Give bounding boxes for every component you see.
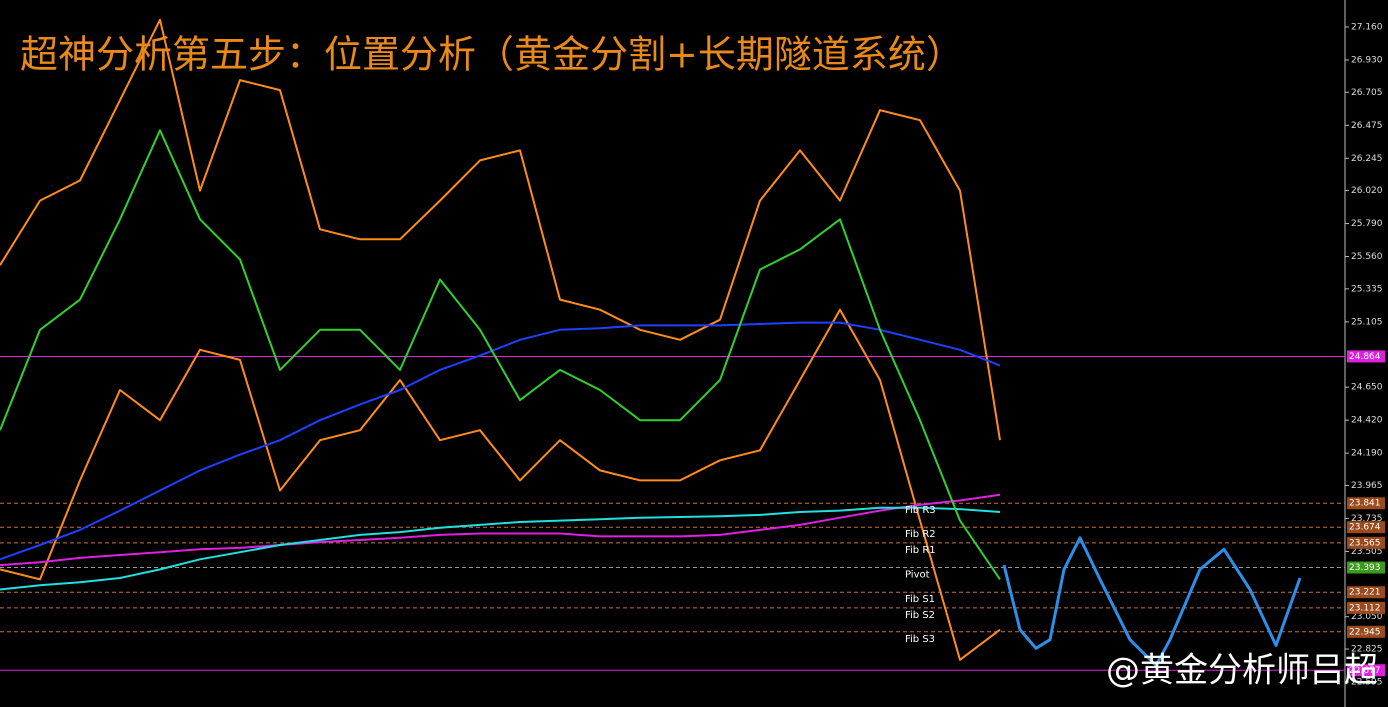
fib-label: Fib R2 bbox=[905, 529, 936, 540]
price-tag-label: 23.393 bbox=[1349, 563, 1381, 573]
series-line bbox=[0, 129, 1001, 580]
y-tick-label: 22.825 bbox=[1351, 645, 1383, 655]
y-tick-label: 23.735 bbox=[1351, 514, 1383, 524]
series-line bbox=[1002, 536, 1302, 667]
y-tick-label: 24.190 bbox=[1351, 449, 1383, 459]
y-tick-label: 25.105 bbox=[1351, 317, 1383, 327]
y-tick-label: 26.705 bbox=[1351, 88, 1383, 98]
price-tag bbox=[1347, 586, 1385, 599]
price-tag-label: 23.841 bbox=[1349, 499, 1381, 509]
price-tag-label: 23.112 bbox=[1349, 603, 1381, 613]
price-tag bbox=[1347, 497, 1385, 510]
y-tick-label: 25.560 bbox=[1351, 252, 1383, 262]
y-tick-label: 23.050 bbox=[1351, 612, 1383, 622]
y-tick-label: 24.650 bbox=[1351, 383, 1383, 393]
price-tag-label: 22.677 bbox=[1349, 666, 1381, 676]
watermark: @黄金分析师吕超 bbox=[1106, 651, 1378, 691]
price-tag-label: 23.565 bbox=[1349, 538, 1381, 548]
price-tag bbox=[1347, 350, 1385, 363]
price-tag bbox=[1347, 664, 1385, 677]
price-tag bbox=[1347, 536, 1385, 549]
series-line bbox=[0, 308, 1001, 661]
chart-title: 超神分析第五步：位置分析（黄金分割+长期隧道系统） bbox=[20, 33, 964, 77]
price-tag-label: 23.221 bbox=[1349, 588, 1381, 598]
y-tick-label: 26.475 bbox=[1351, 121, 1383, 131]
fib-label: Fib R1 bbox=[905, 545, 936, 556]
series-line bbox=[0, 321, 1001, 561]
y-tick-label: 23.965 bbox=[1351, 481, 1383, 491]
series-line bbox=[0, 506, 1001, 591]
y-tick-label: 26.930 bbox=[1351, 55, 1383, 65]
price-tag-label: 23.674 bbox=[1349, 523, 1381, 533]
fib-label: Fib R3 bbox=[905, 505, 936, 516]
price-tag bbox=[1347, 561, 1385, 574]
fib-label: Fib S2 bbox=[905, 610, 935, 621]
fib-label: Pivot bbox=[905, 570, 930, 581]
fib-label: Fib S1 bbox=[905, 594, 935, 605]
y-tick-label: 27.160 bbox=[1351, 22, 1383, 32]
y-tick-label: 23.505 bbox=[1351, 547, 1383, 557]
series-line bbox=[0, 18, 1001, 441]
y-tick-label: 24.420 bbox=[1351, 416, 1383, 426]
series-line bbox=[0, 493, 1001, 567]
y-tick-label: 26.020 bbox=[1351, 186, 1383, 196]
price-tag bbox=[1347, 625, 1385, 638]
price-tag bbox=[1347, 601, 1385, 614]
y-tick-label: 25.335 bbox=[1351, 284, 1383, 294]
y-tick-label: 25.790 bbox=[1351, 219, 1383, 229]
fib-label: Fib S3 bbox=[905, 634, 935, 645]
y-tick-label: 26.245 bbox=[1351, 154, 1383, 164]
price-tag-label: 24.864 bbox=[1349, 352, 1381, 362]
price-tag bbox=[1347, 521, 1385, 534]
y-tick-label: 22.595 bbox=[1351, 678, 1383, 688]
price-tag-label: 22.945 bbox=[1349, 627, 1381, 637]
